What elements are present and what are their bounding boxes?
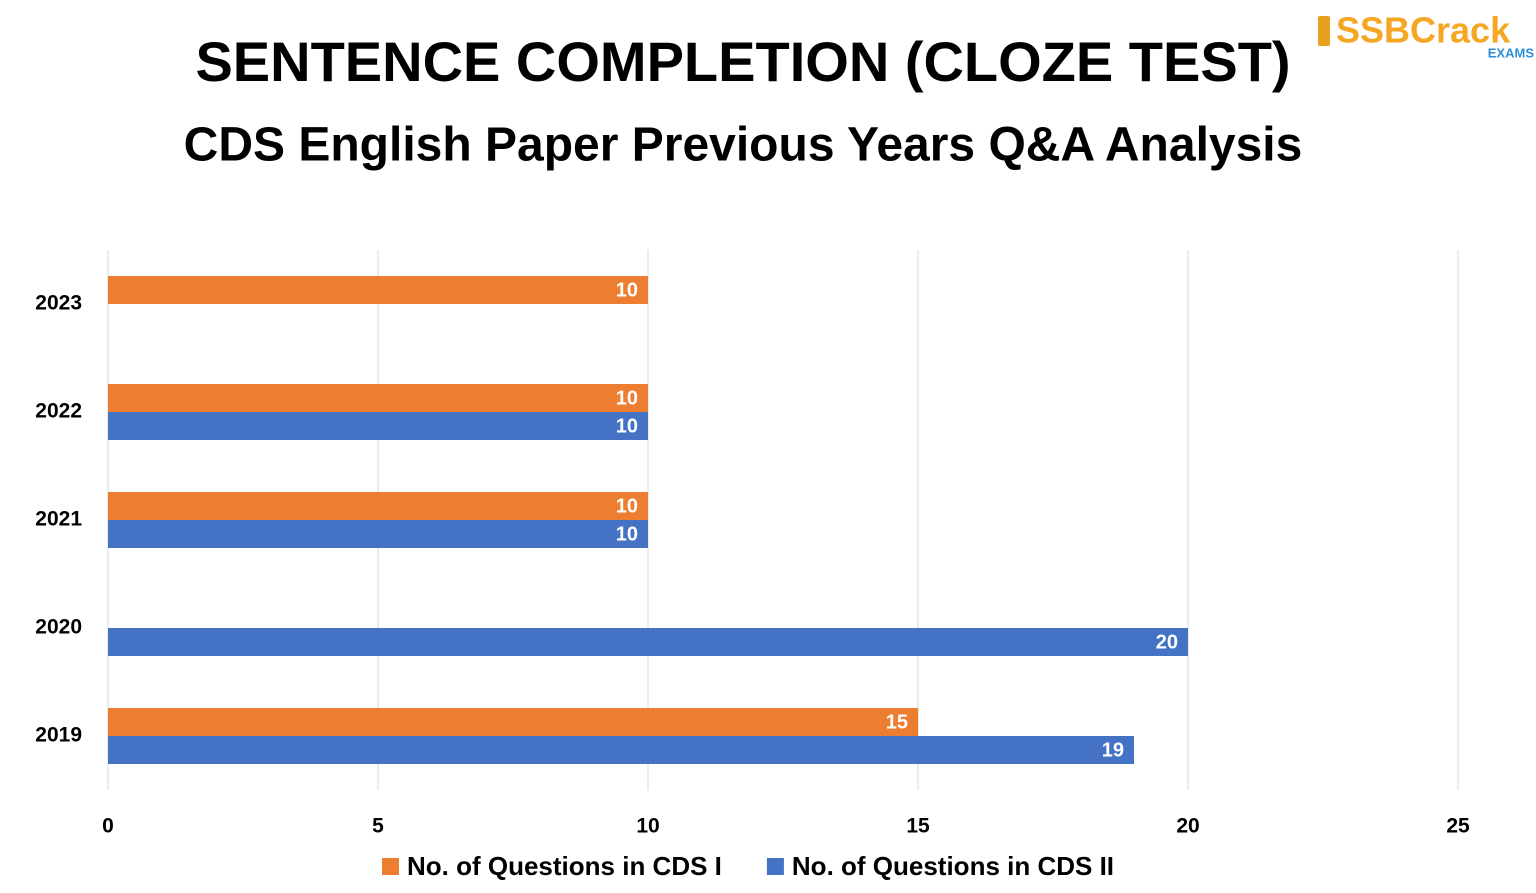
bar xyxy=(108,736,1134,764)
x-tick-label: 10 xyxy=(636,815,659,838)
logo-subtext: EXAMS xyxy=(1488,45,1535,60)
bar xyxy=(108,628,1188,656)
data-label: 10 xyxy=(616,495,638,517)
x-tick-label: 20 xyxy=(1176,815,1199,838)
data-label: 19 xyxy=(1102,739,1124,761)
bar xyxy=(108,520,648,548)
bar xyxy=(108,276,648,304)
data-label: 10 xyxy=(616,387,638,409)
x-tick-label: 25 xyxy=(1446,815,1470,838)
data-label: 10 xyxy=(616,279,638,301)
bar xyxy=(108,412,648,440)
legend-label: No. of Questions in CDS II xyxy=(792,851,1114,881)
y-tick-label: 2023 xyxy=(35,292,82,315)
y-tick-label: 2019 xyxy=(35,724,82,747)
y-tick-label: 2021 xyxy=(35,508,82,531)
legend-label: No. of Questions in CDS I xyxy=(407,851,722,881)
legend-swatch xyxy=(382,858,399,875)
bar xyxy=(108,384,648,412)
bar xyxy=(108,708,918,736)
x-tick-label: 5 xyxy=(372,815,384,838)
data-label: 10 xyxy=(616,523,638,545)
data-label: 15 xyxy=(886,711,908,733)
data-label: 10 xyxy=(616,415,638,437)
x-tick-label: 15 xyxy=(906,815,930,838)
chart-title: SENTENCE COMPLETION (CLOZE TEST) xyxy=(195,30,1290,93)
data-label: 20 xyxy=(1156,631,1178,653)
y-tick-label: 2022 xyxy=(35,400,82,423)
legend-swatch xyxy=(766,858,784,875)
chart-subtitle: CDS English Paper Previous Years Q&A Ana… xyxy=(184,119,1303,172)
bar xyxy=(108,492,648,520)
x-tick-label: 0 xyxy=(102,815,114,838)
logo-icon xyxy=(1318,16,1330,46)
y-tick-label: 2020 xyxy=(35,616,82,639)
logo-text: SSBCrack xyxy=(1336,10,1511,51)
